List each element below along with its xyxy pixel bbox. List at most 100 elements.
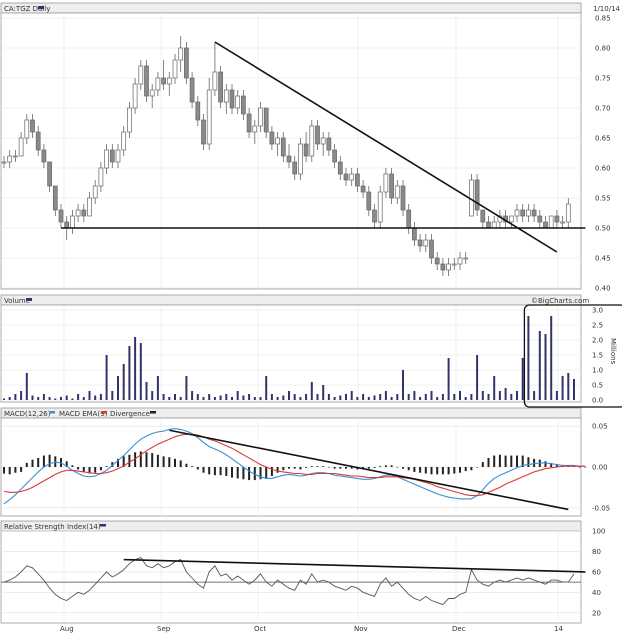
macd-divergence-bar	[276, 467, 279, 473]
macd-divergence-bar	[470, 467, 473, 471]
macd-y-tick: 0.00	[592, 464, 608, 472]
price-candle	[526, 209, 531, 217]
price-y-tick: 0.85	[595, 15, 611, 23]
volume-y-tick: 1.5	[592, 352, 603, 360]
macd-divergence-bar	[105, 466, 108, 467]
macd-divergence-bar	[413, 467, 416, 472]
price-y-tick: 0.55	[595, 195, 611, 203]
volume-bar	[293, 394, 296, 400]
macd-legend-swatch-3	[150, 411, 156, 414]
volume-bar	[521, 358, 524, 400]
macd-divergence-bar	[82, 467, 85, 472]
price-candle	[463, 257, 469, 260]
price-candle	[132, 83, 138, 109]
macd-divergence-bar	[402, 467, 404, 469]
volume-y-tick: 1.0	[592, 367, 603, 375]
volume-bar	[196, 394, 199, 400]
macd-divergence-bar	[487, 458, 490, 467]
volume-bar	[242, 395, 245, 400]
volume-y-tick: 0.5	[592, 382, 603, 390]
price-candle	[275, 137, 280, 145]
macd-divergence-bar	[305, 467, 308, 468]
price-y-tick: 0.40	[595, 285, 611, 293]
volume-bar	[88, 391, 91, 400]
price-candle	[434, 257, 440, 265]
volume-bar	[288, 391, 290, 400]
volume-bar	[339, 395, 342, 400]
macd-divergence-bar	[288, 467, 290, 469]
macd-divergence-bar	[242, 467, 245, 480]
macd-divergence-bar	[134, 452, 137, 467]
macd-divergence-bar	[174, 458, 176, 467]
price-candle	[161, 77, 166, 85]
volume-bar	[134, 337, 137, 400]
volume-bar	[327, 394, 330, 400]
macd-divergence-bar	[37, 458, 40, 467]
price-candle	[229, 89, 235, 109]
volume-y-tick: 2.5	[592, 322, 603, 330]
macd-divergence-bar	[265, 467, 268, 479]
macd-divergence-bar	[253, 467, 256, 481]
macd-divergence-bar	[248, 467, 251, 481]
volume-bar	[111, 391, 114, 400]
volume-bar	[270, 394, 273, 400]
price-candle	[235, 95, 241, 109]
volume-bar	[208, 394, 211, 400]
macd-divergence-bar	[231, 467, 233, 478]
price-candle	[446, 263, 451, 271]
macd-divergence-bar	[424, 467, 427, 474]
price-y-tick: 0.50	[595, 225, 611, 233]
volume-bar	[48, 397, 51, 400]
volume-bar	[470, 394, 473, 400]
macd-legend-swatch-2	[101, 411, 107, 414]
macd-divergence-bar	[533, 458, 536, 467]
volume-bar	[481, 391, 484, 400]
macd-y-tick: -0.05	[592, 504, 610, 512]
price-candle	[64, 221, 70, 229]
volume-bar	[117, 376, 119, 400]
price-candle	[372, 209, 377, 223]
price-candle	[337, 161, 343, 175]
price-y-tick: 0.65	[595, 135, 611, 143]
price-candle	[417, 239, 423, 247]
volume-bar	[139, 343, 142, 400]
volume-bar	[561, 376, 564, 400]
macd-divergence-bar	[578, 467, 581, 468]
volume-bar	[25, 373, 28, 400]
price-candle	[531, 209, 537, 217]
volume-bar	[504, 388, 507, 400]
macd-divergence-bar	[316, 466, 319, 467]
macd-divergence-bar	[453, 467, 456, 474]
price-candle	[554, 215, 560, 223]
volume-bar	[510, 394, 513, 400]
macd-divergence-bar	[71, 465, 74, 467]
price-candle	[520, 209, 526, 217]
macd-divergence-bar	[396, 467, 399, 468]
macd-divergence-bar	[516, 455, 518, 467]
macd-divergence-bar	[441, 467, 444, 475]
macd-divergence-bar	[168, 457, 171, 467]
price-candle	[184, 47, 189, 79]
price-candle	[121, 131, 127, 151]
x-tick-label: Aug	[60, 625, 74, 633]
macd-divergence-bar	[584, 467, 587, 468]
volume-bar	[379, 394, 382, 400]
volume-y-tick: 0.0	[592, 397, 603, 405]
bigcharts-watermark: ©BigCharts.com	[531, 297, 589, 305]
price-candle	[223, 89, 229, 103]
price-header-bar	[0, 2, 582, 14]
x-tick-label: Oct	[254, 625, 266, 633]
volume-bar	[419, 397, 422, 400]
price-candle	[70, 215, 75, 229]
macd-divergence-bar	[282, 467, 285, 471]
rsi-y-tick: 20	[592, 609, 601, 617]
price-candle	[138, 65, 144, 85]
price-candle	[366, 191, 372, 211]
x-tick-label: 14	[554, 625, 563, 633]
rsi-y-tick: 80	[592, 548, 601, 556]
volume-bar	[168, 397, 171, 400]
volume-bar	[305, 394, 308, 400]
price-candle	[149, 89, 155, 97]
volume-bar	[390, 397, 393, 400]
price-candle	[58, 209, 64, 223]
